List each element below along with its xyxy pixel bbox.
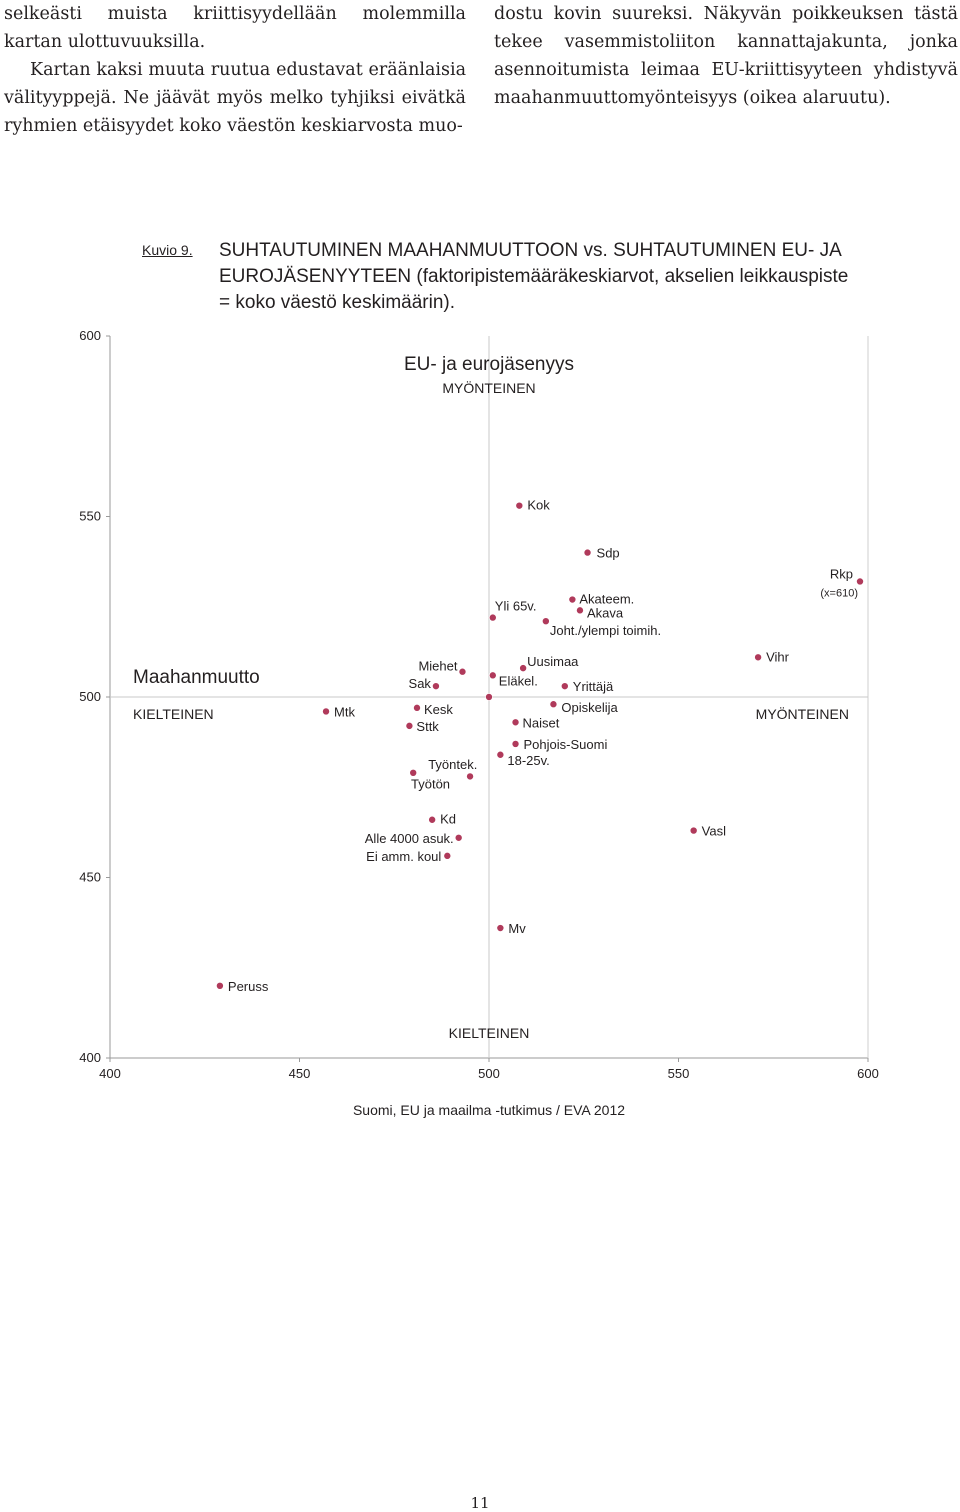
point-label: Vihr [766, 649, 790, 664]
data-point-alle-4000-asuk- [454, 833, 463, 842]
point-label: Rkp [830, 566, 853, 581]
page-number: 11 [470, 1494, 490, 1512]
data-point-opiskelija [549, 700, 558, 709]
point-label: Kok [527, 498, 550, 513]
x-tick-label: 450 [289, 1066, 311, 1081]
text-column-left: selkeästi muista kriittisyydellään molem… [4, 0, 466, 140]
data-point-whole-population [484, 693, 493, 702]
data-point-akava [575, 606, 584, 615]
point-label: Naiset [523, 715, 560, 730]
point-label: Ei amm. koul [366, 849, 441, 864]
data-point-peruss [215, 981, 224, 990]
data-point-mv [496, 924, 505, 933]
point-label: Mtk [334, 704, 355, 719]
point-label: Yrittäjä [573, 679, 614, 694]
paragraph: dostu kovin suureksi. Näkyvän poikkeukse… [494, 4, 958, 108]
y-tick-label: 450 [79, 870, 101, 885]
source-note: Suomi, EU ja maailma -tutkimus / EVA 201… [353, 1102, 625, 1118]
data-point-18-25v- [496, 750, 505, 759]
data-point-kok [515, 501, 524, 510]
data-point-ty-ntek- [409, 768, 418, 777]
data-point-ei-amm-koul [443, 851, 452, 860]
point-label: Alle 4000 asuk. [365, 831, 454, 846]
point-label: Sttk [416, 719, 439, 734]
data-point-yritt-j- [560, 682, 569, 691]
y-tick-label: 550 [79, 509, 101, 524]
point-label: Pohjois-Suomi [524, 737, 608, 752]
data-point-vasl [689, 826, 698, 835]
point-label: Eläkel. [499, 673, 538, 688]
data-point-joht-ylempi-toimih- [541, 617, 550, 626]
data-point-el-kel- [488, 671, 497, 680]
point-label: Akava [587, 605, 624, 620]
x-positive-label: MYÖNTEINEN [756, 705, 849, 722]
paragraph: Kartan kaksi muuta ruutua edustavat erää… [4, 60, 466, 136]
data-point-kd [428, 815, 437, 824]
data-point-sdp [583, 548, 592, 557]
x-tick-label: 500 [478, 1066, 500, 1081]
y-tick-label: 500 [79, 689, 101, 704]
x-tick-label: 550 [668, 1066, 690, 1081]
y-tick-label: 600 [79, 328, 101, 343]
y-positive-label: MYÖNTEINEN [442, 379, 535, 396]
point-label: Joht./ylempi toimih. [550, 623, 661, 638]
paragraph: selkeästi muista kriittisyydellään molem… [4, 4, 466, 52]
y-negative-label: KIELTEINEN [449, 1025, 530, 1041]
data-point-mtk [322, 707, 331, 716]
point-label: Sak [409, 676, 432, 691]
data-point-ty-t-n [466, 772, 475, 781]
rkp-note: (x=610) [820, 587, 858, 599]
point-label: Miehet [418, 659, 457, 674]
point-label: Työtön [411, 776, 450, 791]
point-label: Kd [440, 812, 456, 827]
point-label: Yli 65v. [495, 599, 537, 614]
x-axis-title: Maahanmuutto [133, 667, 260, 688]
data-point-rkp [856, 577, 865, 586]
data-point-sak [431, 682, 440, 691]
data-point-kesk [412, 703, 421, 712]
data-point-miehet [458, 667, 467, 676]
text-column-right: dostu kovin suureksi. Näkyvän poikkeukse… [494, 0, 958, 112]
x-tick-label: 600 [857, 1066, 879, 1081]
data-point-naiset [511, 718, 520, 727]
data-point-yli-65v- [488, 613, 497, 622]
data-point-pohjois-suomi [511, 739, 520, 748]
figure-title: SUHTAUTUMINEN MAAHANMUUTTOON vs. SUHTAUT… [219, 240, 849, 313]
point-label: Työntek. [428, 757, 477, 772]
data-point-akateem- [568, 595, 577, 604]
point-label: Mv [508, 921, 526, 936]
point-label: Akateem. [579, 592, 634, 607]
data-point-vihr [754, 653, 763, 662]
figure-label: Kuvio 9. [142, 242, 193, 258]
point-label: 18-25v. [507, 753, 549, 768]
y-tick-label: 400 [79, 1050, 101, 1065]
point-label: Uusimaa [527, 654, 579, 669]
y-axis-title: EU- ja eurojäsenyys [404, 354, 574, 375]
data-point-sttk [405, 721, 414, 730]
x-negative-label: KIELTEINEN [133, 706, 214, 722]
point-label: Vasl [702, 824, 726, 839]
point-label: Sdp [597, 546, 620, 561]
point-label: Peruss [228, 979, 269, 994]
point-label: Opiskelija [561, 700, 618, 715]
data-point-uusimaa [519, 664, 528, 673]
x-tick-label: 400 [99, 1066, 121, 1081]
point-label: Kesk [424, 702, 453, 717]
